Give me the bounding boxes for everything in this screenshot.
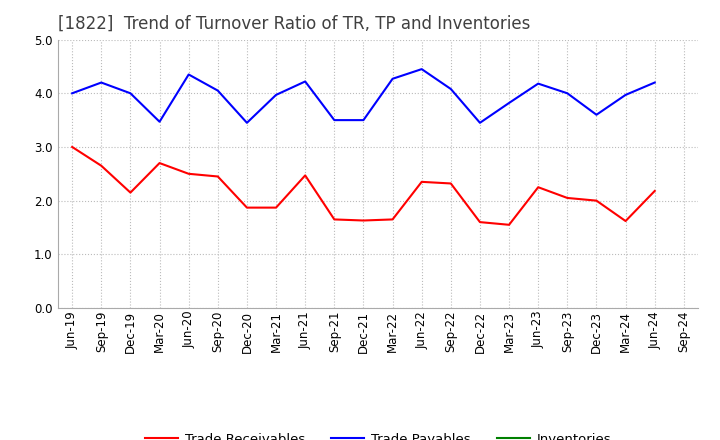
- Trade Receivables: [592, 198, 600, 203]
- Trade Receivables: [359, 218, 368, 223]
- Trade Receivables: [650, 188, 659, 194]
- Trade Payables: [301, 79, 310, 84]
- Trade Receivables: [446, 181, 455, 186]
- Trade Receivables: [156, 161, 164, 166]
- Trade Payables: [505, 100, 513, 106]
- Trade Receivables: [563, 195, 572, 201]
- Trade Receivables: [621, 218, 630, 224]
- Trade Payables: [388, 76, 397, 81]
- Trade Payables: [563, 91, 572, 96]
- Trade Payables: [592, 112, 600, 117]
- Trade Payables: [156, 119, 164, 125]
- Trade Payables: [271, 92, 280, 98]
- Trade Payables: [330, 117, 338, 123]
- Trade Receivables: [243, 205, 251, 210]
- Trade Payables: [68, 91, 76, 96]
- Trade Receivables: [418, 179, 426, 184]
- Trade Payables: [126, 91, 135, 96]
- Trade Payables: [621, 92, 630, 98]
- Trade Payables: [97, 80, 106, 85]
- Trade Receivables: [126, 190, 135, 195]
- Trade Payables: [359, 117, 368, 123]
- Trade Payables: [184, 72, 193, 77]
- Trade Receivables: [184, 171, 193, 176]
- Trade Payables: [418, 66, 426, 72]
- Trade Receivables: [476, 220, 485, 225]
- Trade Receivables: [68, 144, 76, 150]
- Trade Receivables: [534, 185, 543, 190]
- Trade Payables: [243, 120, 251, 125]
- Text: [1822]  Trend of Turnover Ratio of TR, TP and Inventories: [1822] Trend of Turnover Ratio of TR, TP…: [58, 15, 530, 33]
- Trade Receivables: [213, 174, 222, 179]
- Legend: Trade Receivables, Trade Payables, Inventories: Trade Receivables, Trade Payables, Inven…: [140, 427, 616, 440]
- Line: Trade Receivables: Trade Receivables: [72, 147, 654, 225]
- Trade Receivables: [271, 205, 280, 210]
- Line: Trade Payables: Trade Payables: [72, 69, 654, 123]
- Trade Payables: [650, 80, 659, 85]
- Trade Payables: [213, 88, 222, 93]
- Trade Payables: [476, 120, 485, 125]
- Trade Payables: [534, 81, 543, 86]
- Trade Receivables: [97, 163, 106, 169]
- Trade Receivables: [505, 222, 513, 227]
- Trade Receivables: [301, 173, 310, 178]
- Trade Payables: [446, 86, 455, 92]
- Trade Receivables: [388, 217, 397, 222]
- Trade Receivables: [330, 217, 338, 222]
